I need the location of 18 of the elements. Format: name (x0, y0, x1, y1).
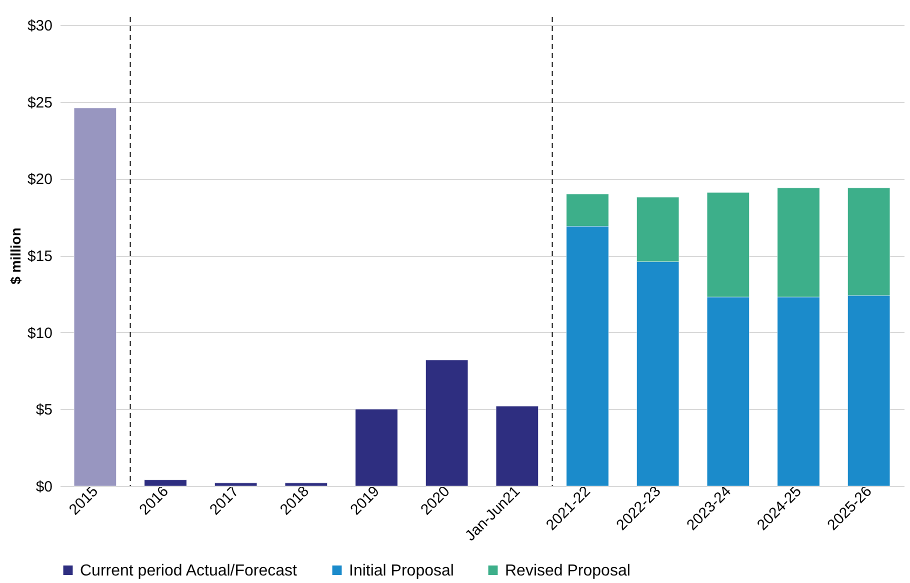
bar (355, 408, 398, 486)
y-tick-label: $5 (36, 402, 52, 419)
bar (214, 482, 258, 486)
y-tick-label: $20 (27, 171, 52, 188)
bar (144, 480, 187, 486)
bar (74, 108, 117, 486)
bar (284, 482, 328, 486)
y-tick-label: $0 (36, 478, 52, 496)
legend-label: Revised Proposal (505, 562, 630, 580)
y-tick-label: $30 (27, 18, 52, 34)
y-tick-label: $10 (27, 324, 52, 342)
bar (496, 406, 539, 486)
y-tick-label: $15 (27, 248, 52, 265)
y-tick-label: $25 (27, 94, 52, 112)
y-axis-title: $ million (7, 228, 24, 284)
bar (425, 360, 468, 486)
legend-label: Initial Proposal (349, 562, 454, 580)
legend-label: Current period Actual/Forecast (80, 562, 298, 580)
